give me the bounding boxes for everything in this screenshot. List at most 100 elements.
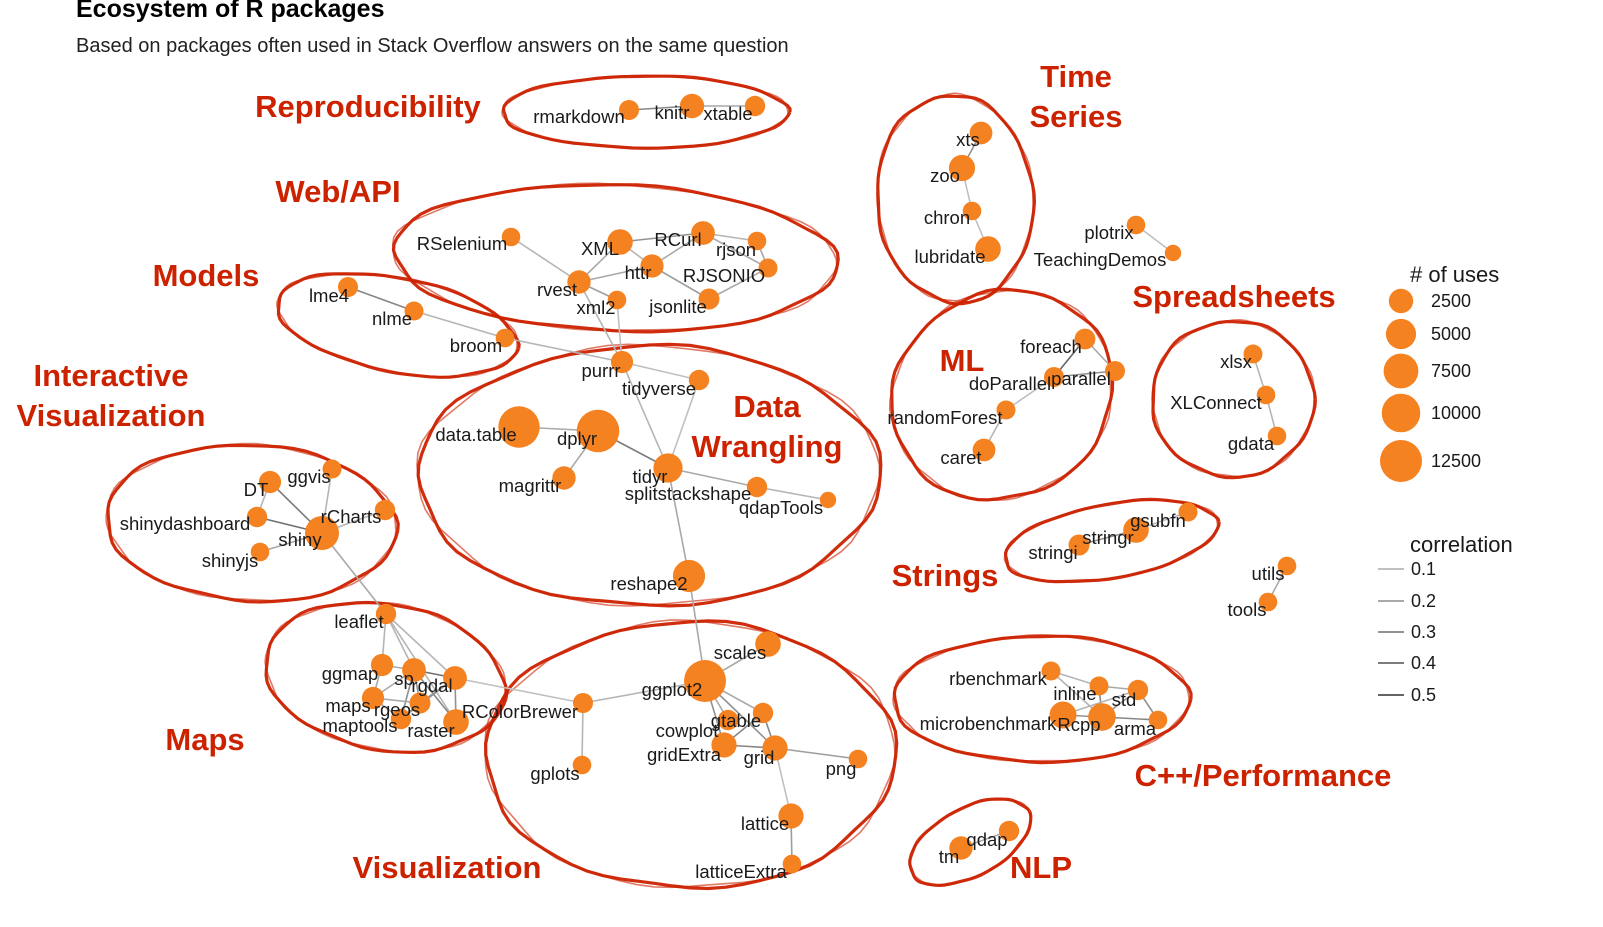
node-label-shiny: shiny bbox=[278, 529, 322, 550]
group-outline-spreadsheets bbox=[1151, 318, 1315, 478]
diagram-title: Ecosystem of R packages bbox=[76, 0, 384, 23]
node-label-tidyr: tidyr bbox=[633, 466, 668, 487]
node-label-rgeos: rgeos bbox=[374, 699, 420, 720]
node-RCurl bbox=[691, 221, 715, 245]
node-arma bbox=[1148, 710, 1168, 730]
node-label-tools: tools bbox=[1227, 599, 1266, 620]
node-label-tm: tm bbox=[939, 846, 960, 867]
node-label-rmarkdown: rmarkdown bbox=[533, 106, 625, 127]
legend-size-circle-5000 bbox=[1385, 318, 1417, 350]
node-label-xlsx: xlsx bbox=[1220, 351, 1253, 372]
node-shinydashboard bbox=[246, 506, 268, 528]
group-label-reproducibility: Reproducibility bbox=[255, 89, 481, 124]
legend-size-circle-12500 bbox=[1380, 440, 1422, 482]
node-splitstackshape bbox=[746, 476, 768, 498]
node-label-latticeExtra: latticeExtra bbox=[695, 861, 787, 882]
node-xts bbox=[969, 121, 993, 145]
node-label-stringi: stringi bbox=[1028, 542, 1077, 563]
node-label-shinyjs: shinyjs bbox=[202, 550, 259, 571]
node-rCharts bbox=[374, 499, 396, 521]
node-label-RSelenium: RSelenium bbox=[417, 233, 508, 254]
node-label-broom: broom bbox=[450, 335, 502, 356]
node-label-TeachingDemos: TeachingDemos bbox=[1034, 249, 1167, 270]
node-data-table bbox=[498, 406, 540, 448]
node-labels: rmarkdown knitr xtable xts zoo chron lubridate… bbox=[120, 102, 1285, 882]
node-tidyverse bbox=[688, 369, 710, 391]
legend-size-label-2500: 2500 bbox=[1431, 291, 1471, 311]
node-label-inline: inline bbox=[1053, 683, 1096, 704]
node-utils bbox=[1277, 556, 1297, 576]
node-label-scales: scales bbox=[714, 642, 766, 663]
group-outline-ml bbox=[888, 289, 1112, 502]
node-label-gridExtra: gridExtra bbox=[647, 744, 722, 765]
group-label-time-series: Time Series bbox=[1029, 59, 1122, 134]
node-label-xts: xts bbox=[956, 129, 980, 150]
node-label-ggmap: ggmap bbox=[322, 663, 379, 684]
node-tools bbox=[1258, 592, 1278, 612]
group-label-models: Models bbox=[153, 258, 260, 293]
group-label-spreadsheets: Spreadsheets bbox=[1132, 279, 1335, 314]
node-gtable bbox=[752, 702, 774, 724]
node-label-qdapTools: qdapTools bbox=[739, 497, 823, 518]
legend-size-label-12500: 12500 bbox=[1431, 451, 1481, 471]
group-label-data-wrangling: Data Wrangling bbox=[692, 389, 843, 464]
node-label-doParallel: doParallel bbox=[969, 373, 1051, 394]
group-label-interactive-visualization: Interactive Visualization bbox=[17, 358, 206, 433]
node-inline bbox=[1089, 676, 1109, 696]
node-scales bbox=[755, 631, 781, 657]
node-label-stringr: stringr bbox=[1082, 527, 1133, 548]
node-png bbox=[848, 749, 868, 769]
node-label-XML: XML bbox=[581, 238, 619, 259]
node-leaflet bbox=[375, 603, 397, 625]
node-zoo bbox=[948, 154, 976, 182]
node-RColorBrewer bbox=[573, 693, 593, 713]
node-label-leaflet: leaflet bbox=[334, 611, 383, 632]
node-ggplot2 bbox=[684, 660, 726, 702]
legend-edge-label-0-2: 0.2 bbox=[1411, 591, 1436, 611]
node-parallel bbox=[1105, 361, 1125, 381]
group-outline-web-api bbox=[391, 182, 838, 332]
legend-size-label-10000: 10000 bbox=[1431, 403, 1481, 423]
edge-tidyr-splitstackshape bbox=[667, 467, 758, 488]
node-doParallel bbox=[1044, 367, 1064, 387]
node-rjson bbox=[747, 231, 767, 251]
node-label-splitstackshape: splitstackshape bbox=[625, 483, 751, 504]
edge-RJSONIO-jsonlite bbox=[708, 267, 769, 300]
group-label-nlp: NLP bbox=[1010, 850, 1072, 885]
diagram-subtitle: Based on packages often used in Stack Ov… bbox=[76, 35, 789, 57]
edge-doParallel-parallel bbox=[1053, 370, 1116, 378]
node-label-lattice: lattice bbox=[741, 813, 789, 834]
node-label-grid: grid bbox=[744, 747, 775, 768]
node-label-lubridate: lubridate bbox=[915, 246, 986, 267]
edge-httr-rvest bbox=[578, 265, 653, 283]
node-caret bbox=[972, 438, 996, 462]
group-label-visualization: Visualization bbox=[353, 850, 542, 885]
node-label-maptools: maptools bbox=[322, 715, 397, 736]
node-lme4 bbox=[338, 277, 358, 297]
node-grid bbox=[762, 735, 788, 761]
edge-rgdal-RColorBrewer bbox=[454, 677, 584, 704]
node-label-RColorBrewer: RColorBrewer bbox=[462, 701, 578, 722]
node-rgdal bbox=[443, 666, 467, 690]
node-qdap bbox=[998, 820, 1020, 842]
edge-splitstackshape-qdapTools bbox=[756, 486, 829, 501]
node-label-microbenchmark: microbenchmark bbox=[920, 713, 1057, 734]
node-label-rvest: rvest bbox=[537, 279, 577, 300]
node-stringi bbox=[1068, 534, 1090, 556]
node-latticeExtra bbox=[782, 854, 802, 874]
node-tidyr bbox=[653, 453, 683, 483]
group-outline-ml bbox=[890, 287, 1115, 502]
group-outline-maps bbox=[264, 601, 507, 754]
node-label-DT: DT bbox=[244, 479, 269, 500]
node-XML bbox=[607, 229, 633, 255]
node-label-chron: chron bbox=[924, 207, 970, 228]
edge-purrr-tidyr bbox=[621, 361, 669, 469]
group-outline-data-wrangling bbox=[416, 343, 881, 607]
node-label-RJSONIO: RJSONIO bbox=[683, 265, 765, 286]
node-label-arma: arma bbox=[1114, 718, 1157, 739]
legend-size-title: # of uses bbox=[1410, 262, 1499, 287]
node-plotrix bbox=[1126, 215, 1146, 235]
group-outline-strings bbox=[1003, 499, 1219, 584]
node-label-lme4: lme4 bbox=[309, 285, 349, 306]
